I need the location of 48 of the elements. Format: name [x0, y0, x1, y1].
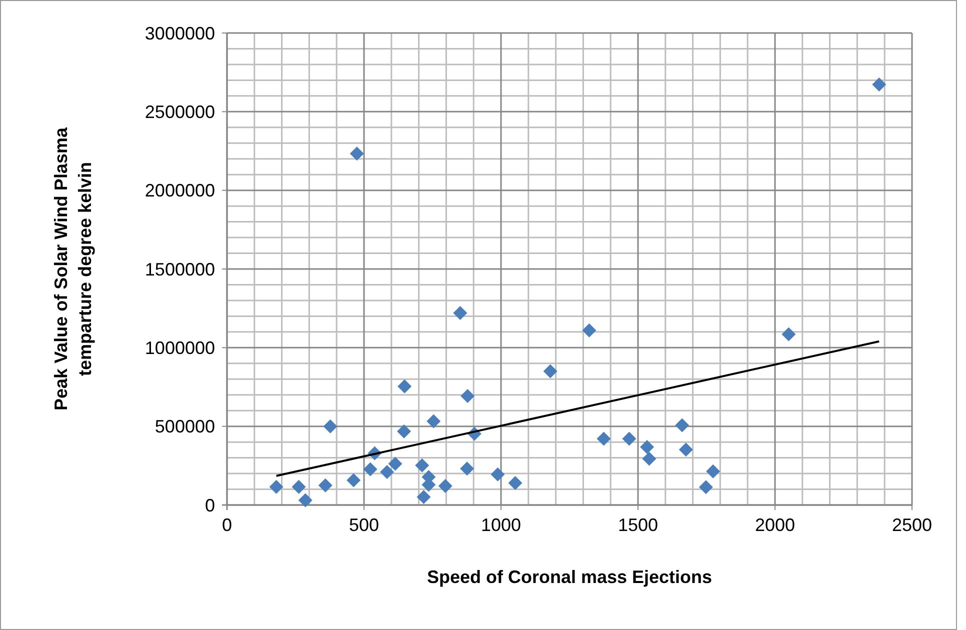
point [543, 364, 558, 378]
point [346, 473, 361, 488]
point [872, 77, 886, 92]
point [398, 379, 412, 394]
x-tick-label: 1000 [480, 515, 522, 535]
point [675, 418, 690, 432]
point [415, 458, 430, 472]
y-tick-label: 1000000 [144, 338, 215, 358]
point [350, 146, 364, 161]
point [323, 419, 338, 434]
point [380, 464, 394, 479]
point [490, 467, 505, 482]
y-tick-label: 1500000 [144, 259, 215, 280]
point [438, 478, 452, 493]
point [582, 323, 596, 338]
point [596, 432, 611, 446]
y-tick-label: 2500000 [144, 102, 215, 122]
point [397, 424, 412, 438]
x-tick-label: 500 [348, 515, 380, 535]
point [640, 440, 654, 454]
y-tick-label: 500000 [154, 416, 215, 437]
point [269, 480, 284, 494]
point [706, 464, 720, 478]
point [622, 432, 636, 446]
point [508, 476, 522, 490]
point [460, 388, 475, 403]
x-tick-label: 1500 [618, 515, 658, 535]
x-tick-label: 0 [222, 515, 232, 535]
y-tick-label: 2000000 [144, 180, 215, 201]
point [318, 478, 332, 492]
point [460, 462, 474, 476]
x-tick-label: 2000 [754, 515, 796, 535]
point [453, 306, 468, 320]
point [426, 414, 441, 428]
x-axis-title: Speed of Coronal mass Ejections [426, 567, 712, 587]
point [642, 452, 656, 466]
x-tick-label: 2500 [892, 515, 932, 535]
point [782, 327, 796, 342]
point [678, 442, 693, 457]
point [388, 456, 402, 471]
y-tick-label: 0 [204, 495, 215, 516]
point [698, 480, 713, 494]
point [292, 480, 306, 494]
point [363, 462, 378, 476]
point [416, 490, 431, 504]
y-axis-title: Peak Value of Solar Wind Plasma temparture degree kelvin [51, 126, 95, 410]
y-tick-label: 3000000 [144, 23, 215, 44]
point [298, 493, 312, 508]
